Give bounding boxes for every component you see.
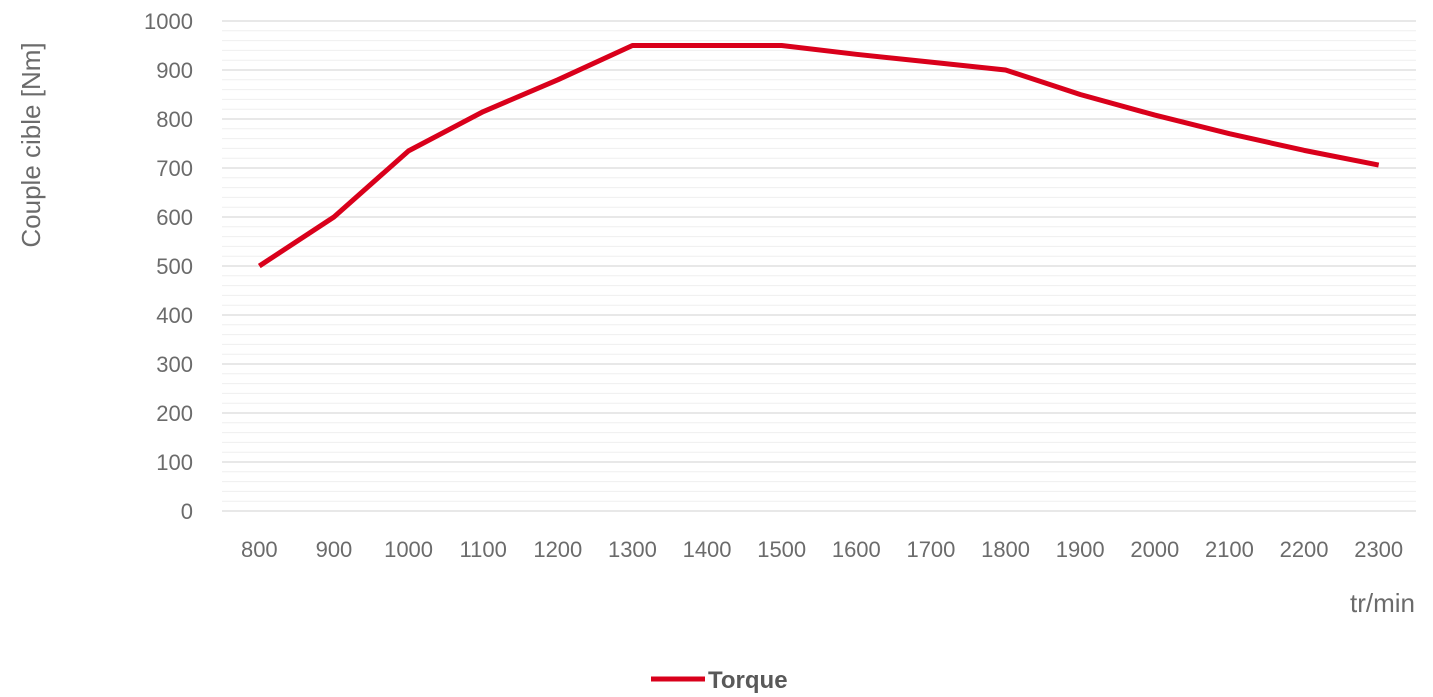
x-tick-label: 2200 xyxy=(1280,537,1329,562)
y-tick-label: 700 xyxy=(156,156,193,181)
y-tick-label: 1000 xyxy=(144,9,193,34)
y-tick-label: 800 xyxy=(156,107,193,132)
series-line-torque xyxy=(257,43,1380,269)
x-tick-label: 1400 xyxy=(683,537,732,562)
y-tick-label: 500 xyxy=(156,254,193,279)
x-tick-label: 900 xyxy=(316,537,353,562)
legend: Torque xyxy=(651,667,788,694)
x-tick-label: 1800 xyxy=(981,537,1030,562)
x-tick-label: 800 xyxy=(241,537,278,562)
series-layer xyxy=(257,43,1380,269)
x-tick-label: 2100 xyxy=(1205,537,1254,562)
y-tick-label: 400 xyxy=(156,303,193,328)
x-tick-label: 2300 xyxy=(1354,537,1403,562)
x-tick-label: 1700 xyxy=(906,537,955,562)
x-tick-label: 1600 xyxy=(832,537,881,562)
x-tick-label: 1500 xyxy=(757,537,806,562)
x-tick-label: 2000 xyxy=(1130,537,1179,562)
y-tick-label: 900 xyxy=(156,58,193,83)
x-tick-label: 1300 xyxy=(608,537,657,562)
y-tick-label: 600 xyxy=(156,205,193,230)
y-tick-label: 200 xyxy=(156,401,193,426)
y-axis-title: Couple cible [Nm] xyxy=(16,42,46,247)
x-tick-label: 1900 xyxy=(1056,537,1105,562)
x-axis-ticks: 800 900 1000 1100 1200 1300 1400 1500 1600 1700 18… xyxy=(241,537,1403,562)
y-tick-label: 100 xyxy=(156,450,193,475)
legend-label-torque: Torque xyxy=(708,667,788,694)
x-tick-label: 1100 xyxy=(460,537,507,562)
y-tick-label: 0 xyxy=(181,499,193,524)
y-tick-label: 300 xyxy=(156,352,193,377)
x-tick-label: 1200 xyxy=(533,537,582,562)
grid-lines xyxy=(222,20,1416,512)
x-axis-title: tr/min xyxy=(1350,588,1415,618)
y-axis-ticks: 0 100 200 300 400 500 600 700 800 900 1000 xyxy=(144,9,193,524)
x-tick-label: 1000 xyxy=(384,537,433,562)
